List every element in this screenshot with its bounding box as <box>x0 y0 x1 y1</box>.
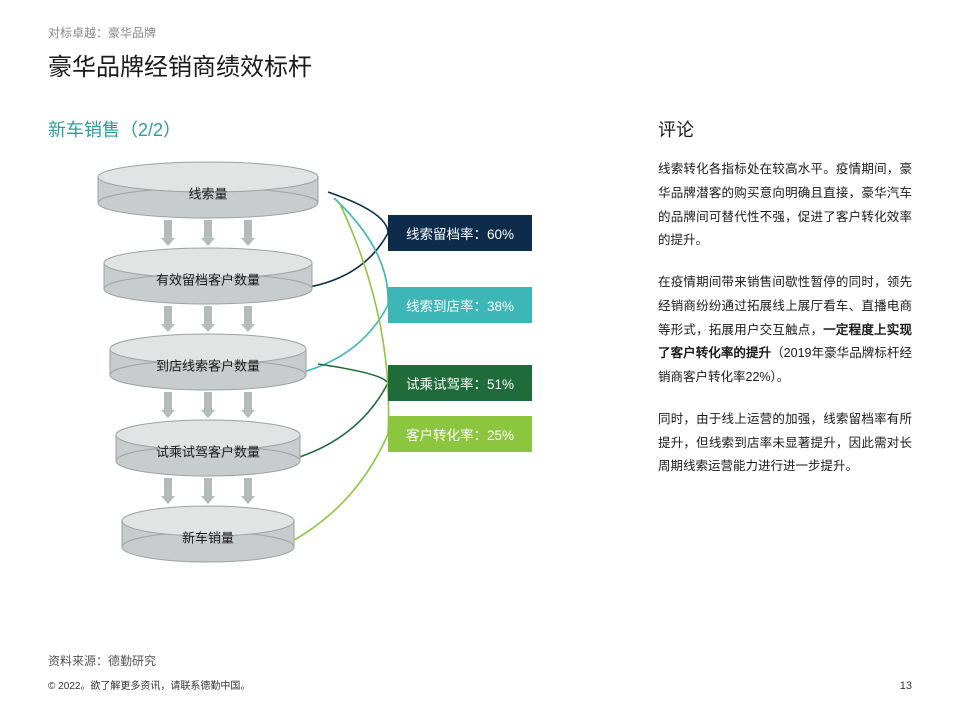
funnel-metric: 客户转化率：25% <box>388 416 532 452</box>
funnel-stage-label: 新车销量 <box>182 528 234 547</box>
funnel-diagram: 线索量有效留档客户数量到店线索客户数量试乘试驾客户数量新车销量 线索留档率：60%… <box>48 160 628 620</box>
footer-source: 资料来源：德勤研究 <box>48 652 250 669</box>
kicker: 对标卓越：豪华品牌 <box>48 24 912 41</box>
commentary-title: 评论 <box>658 116 912 142</box>
funnel-stage-label: 线索量 <box>188 184 227 203</box>
funnel-stage-label: 到店线索客户数量 <box>156 356 260 375</box>
section-subtitle: 新车销售（2/2） <box>48 116 628 142</box>
funnel-stage-label: 有效留档客户数量 <box>156 270 260 289</box>
funnel-svg <box>48 160 628 620</box>
funnel-metric: 线索留档率：60% <box>388 215 532 251</box>
footer-copyright: © 2022。欲了解更多资讯，请联系德勤中国。 <box>48 677 250 692</box>
funnel-metric: 线索到店率：38% <box>388 287 532 323</box>
commentary-paragraph: 同时，由于线上运营的加强，线索留档率有所提升，但线索到店率未显著提升，因此需对长… <box>658 408 912 479</box>
footer: 资料来源：德勤研究 © 2022。欲了解更多资讯，请联系德勤中国。 <box>48 652 250 692</box>
funnel-stage-label: 试乘试驾客户数量 <box>156 442 260 461</box>
page-number: 13 <box>900 680 912 692</box>
funnel-metric: 试乘试驾率：51% <box>388 365 532 401</box>
commentary-paragraph: 在疫情期间带来销售间歇性暂停的同时，领先经销商纷纷通过拓展线上展厅看车、直播电商… <box>658 271 912 390</box>
commentary-panel: 评论 线索转化各指标处在较高水平。疫情期间，豪华品牌潜客的购买意向明确且直接，豪… <box>658 116 912 620</box>
commentary-paragraph: 线索转化各指标处在较高水平。疫情期间，豪华品牌潜客的购买意向明确且直接，豪华汽车… <box>658 158 912 253</box>
page-title: 豪华品牌经销商绩效标杆 <box>48 47 912 82</box>
